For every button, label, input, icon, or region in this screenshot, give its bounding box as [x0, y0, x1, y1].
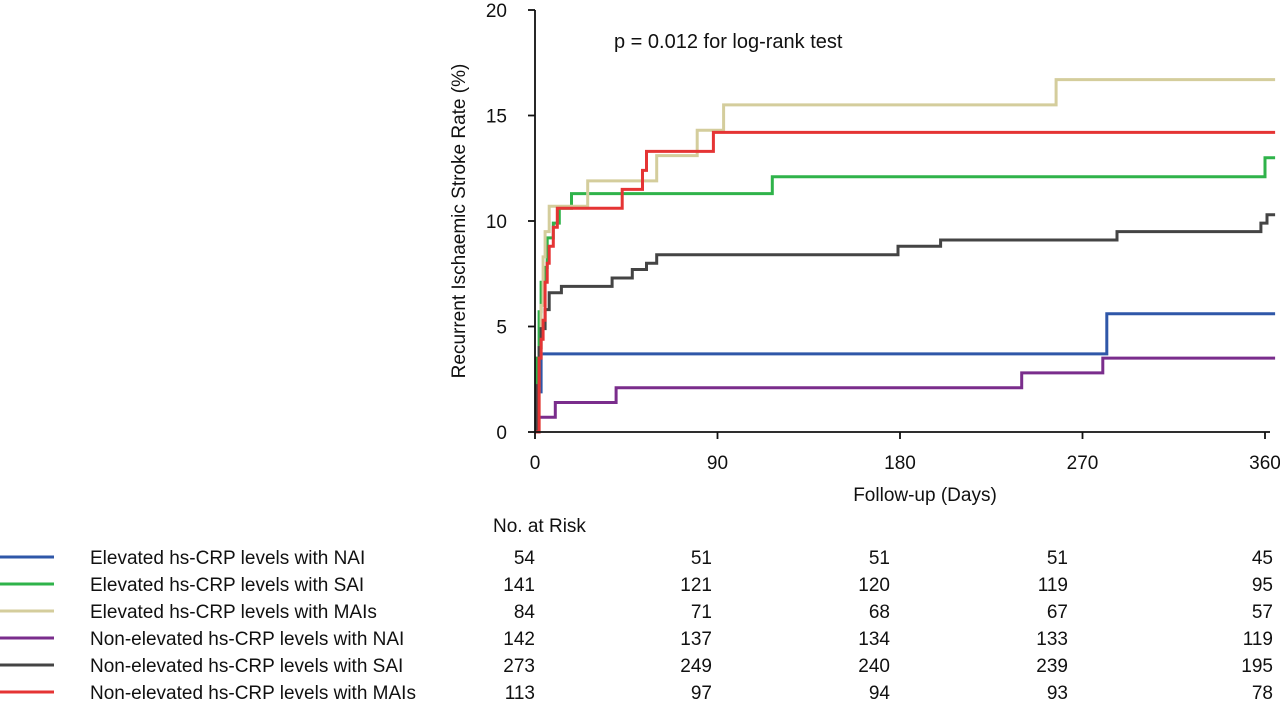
at-risk-count: 51: [1047, 548, 1068, 569]
plot-area: 0 5 10 15 20 0 90 180 270 360: [486, 1, 1280, 474]
x-axis-title: Follow-up (Days): [853, 485, 997, 506]
legend-label: Non-elevated hs-CRP levels with SAI: [90, 656, 403, 677]
x-tick-label: 360: [1249, 453, 1280, 474]
curve-series-2: [535, 156, 1276, 434]
x-tick-label: 270: [1067, 453, 1099, 474]
at-risk-count: 54: [514, 548, 536, 569]
y-axis-ticks: 0 5 10 15 20: [486, 1, 535, 444]
at-risk-count: 134: [858, 629, 890, 650]
risk-table-row: Non-elevated hs-CRP levels with NAI 142 13…: [0, 629, 1273, 650]
legend-label: Non-elevated hs-CRP levels with NAI: [90, 629, 404, 650]
at-risk-count: 84: [514, 602, 536, 623]
curve-series-4: [535, 356, 1276, 434]
at-risk-count: 119: [1243, 629, 1273, 650]
log-rank-annotation: p = 0.012 for log-rank test: [614, 31, 843, 53]
at-risk-count: 141: [503, 575, 535, 596]
curve-series-5: [535, 213, 1276, 434]
survival-curves: [535, 78, 1276, 434]
at-risk-count: 51: [869, 548, 890, 569]
at-risk-count: 249: [680, 656, 712, 677]
at-risk-count: 120: [858, 575, 890, 596]
at-risk-count: 93: [1047, 683, 1068, 704]
at-risk-count: 97: [691, 683, 712, 704]
x-tick-label: 0: [530, 453, 541, 474]
at-risk-count: 78: [1252, 683, 1273, 704]
y-tick-label: 0: [496, 423, 507, 444]
at-risk-count: 113: [505, 683, 535, 704]
legend-label: Elevated hs-CRP levels with MAIs: [90, 602, 377, 623]
x-axis-ticks: 0 90 180 270 360: [530, 432, 1280, 474]
curve-series-1: [535, 312, 1276, 434]
at-risk-count: 95: [1252, 575, 1273, 596]
risk-table-row: Non-elevated hs-CRP levels with SAI 273 24…: [0, 656, 1273, 677]
at-risk-count: 121: [680, 575, 712, 596]
at-risk-count: 239: [1036, 656, 1068, 677]
at-risk-count: 273: [503, 656, 535, 677]
x-tick-label: 90: [707, 453, 728, 474]
risk-table-row: Elevated hs-CRP levels with MAIs 84 71 68 67…: [0, 602, 1273, 623]
curve-series-6: [535, 130, 1276, 434]
at-risk-count: 68: [869, 602, 890, 623]
risk-table-row: Elevated hs-CRP levels with SAI 141 121 120…: [0, 575, 1273, 596]
at-risk-count: 67: [1047, 602, 1068, 623]
legend-label: Elevated hs-CRP levels with NAI: [90, 548, 365, 569]
at-risk-count: 51: [691, 548, 712, 569]
at-risk-count: 94: [869, 683, 891, 704]
at-risk-count: 45: [1252, 548, 1273, 569]
legend-label: Elevated hs-CRP levels with SAI: [90, 575, 364, 596]
legend-label: Non-elevated hs-CRP levels with MAIs: [90, 683, 416, 704]
y-tick-label: 15: [486, 107, 507, 128]
at-risk-count: 71: [691, 602, 712, 623]
y-tick-label: 10: [486, 212, 507, 233]
at-risk-count: 195: [1241, 656, 1273, 677]
risk-table: Elevated hs-CRP levels with NAI 54 51 51 51 4…: [0, 548, 1273, 704]
at-risk-count: 119: [1038, 575, 1068, 596]
y-axis-title: Recurrent Ischaemic Stroke Rate (%): [449, 64, 470, 379]
risk-table-row: Elevated hs-CRP levels with NAI 54 51 51 51 4…: [0, 548, 1273, 569]
at-risk-count: 142: [503, 629, 535, 650]
at-risk-count: 57: [1252, 602, 1273, 623]
risk-table-title: No. at Risk: [493, 516, 586, 537]
at-risk-count: 133: [1036, 629, 1068, 650]
risk-table-row: Non-elevated hs-CRP levels with MAIs 113 9…: [0, 683, 1273, 704]
x-tick-label: 180: [884, 453, 916, 474]
y-tick-label: 5: [496, 318, 507, 339]
at-risk-count: 137: [680, 629, 712, 650]
at-risk-count: 240: [858, 656, 890, 677]
y-tick-label: 20: [486, 1, 507, 22]
